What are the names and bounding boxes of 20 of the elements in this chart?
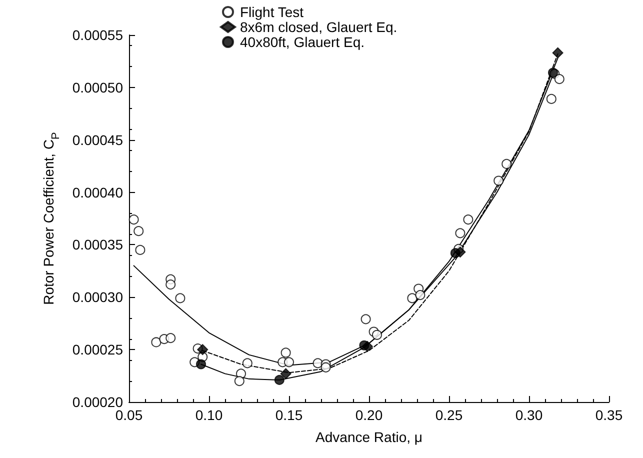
y-tick-label: 0.00040	[72, 184, 124, 200]
x-tick-label: 0.25	[435, 407, 463, 423]
y-tick-label: 0.00030	[72, 289, 124, 306]
legend-label: 40x80ft, Glauert Eq.	[240, 34, 365, 50]
y-tick-label: 0.00020	[72, 394, 124, 410]
x-tick-label: 0.20	[355, 407, 383, 423]
y-tick-label: 0.00055	[72, 27, 124, 43]
y-tick-label: 0.00050	[72, 79, 124, 96]
y-tick-label: 0.00035	[72, 236, 124, 253]
legend-label: 8x6m closed, Glauert Eq.	[240, 19, 398, 35]
x-tick-label: 0.05	[115, 407, 143, 423]
y-tick-label: 0.00045	[72, 132, 124, 148]
x-tick-label: 0.10	[195, 407, 223, 423]
x-tick-label: 0.30	[515, 407, 543, 423]
legend-label: Flight Test	[240, 4, 304, 20]
x-axis-title: Advance Ratio, μ	[316, 429, 422, 445]
y-axis-title: Rotor Power Coefficient, CP	[40, 132, 62, 305]
y-tick-label: 0.00025	[72, 342, 124, 358]
x-tick-label: 0.35	[595, 407, 623, 423]
x-tick-label: 0.15	[275, 407, 303, 423]
